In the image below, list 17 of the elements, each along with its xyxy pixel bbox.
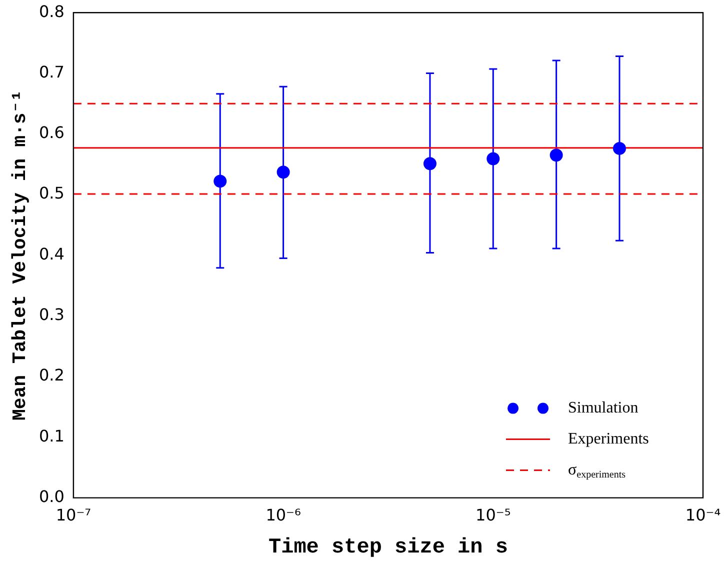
- legend-label: Simulation: [568, 400, 638, 417]
- x-tick-label: 10⁻⁵: [476, 506, 511, 525]
- y-tick-label: 0.1: [38, 426, 64, 446]
- x-tick-label: 10⁻⁴: [685, 506, 721, 525]
- y-tick-label: 0.5: [38, 184, 64, 203]
- y-tick-label: 0.3: [38, 305, 64, 324]
- x-tick-label: 10⁻⁶: [266, 506, 301, 525]
- x-axis-title: Time step size in s: [268, 536, 508, 560]
- y-tick-label: 0.4: [38, 244, 64, 264]
- y-tick-label: 0.8: [38, 2, 64, 21]
- y-tick-label: 0.6: [38, 123, 64, 142]
- x-tick-label: 10⁻⁷: [56, 506, 92, 525]
- y-tick-label: 0.7: [38, 62, 64, 82]
- y-tick-label: 0.0: [38, 486, 64, 506]
- y-axis-title: Mean Tablet Velocity in m·s⁻¹: [8, 90, 31, 421]
- y-tick-label: 0.2: [38, 366, 64, 385]
- legend-label: Experiments: [568, 430, 649, 448]
